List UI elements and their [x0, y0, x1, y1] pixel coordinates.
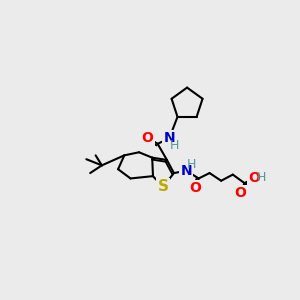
Text: O: O: [142, 130, 154, 145]
Text: O: O: [235, 186, 247, 200]
Text: H: H: [170, 139, 179, 152]
Text: O: O: [249, 172, 260, 185]
Text: S: S: [158, 179, 169, 194]
Text: H: H: [257, 171, 266, 184]
Text: N: N: [181, 164, 192, 178]
Text: H: H: [187, 158, 196, 171]
Text: O: O: [189, 182, 201, 196]
Text: N: N: [164, 131, 175, 146]
